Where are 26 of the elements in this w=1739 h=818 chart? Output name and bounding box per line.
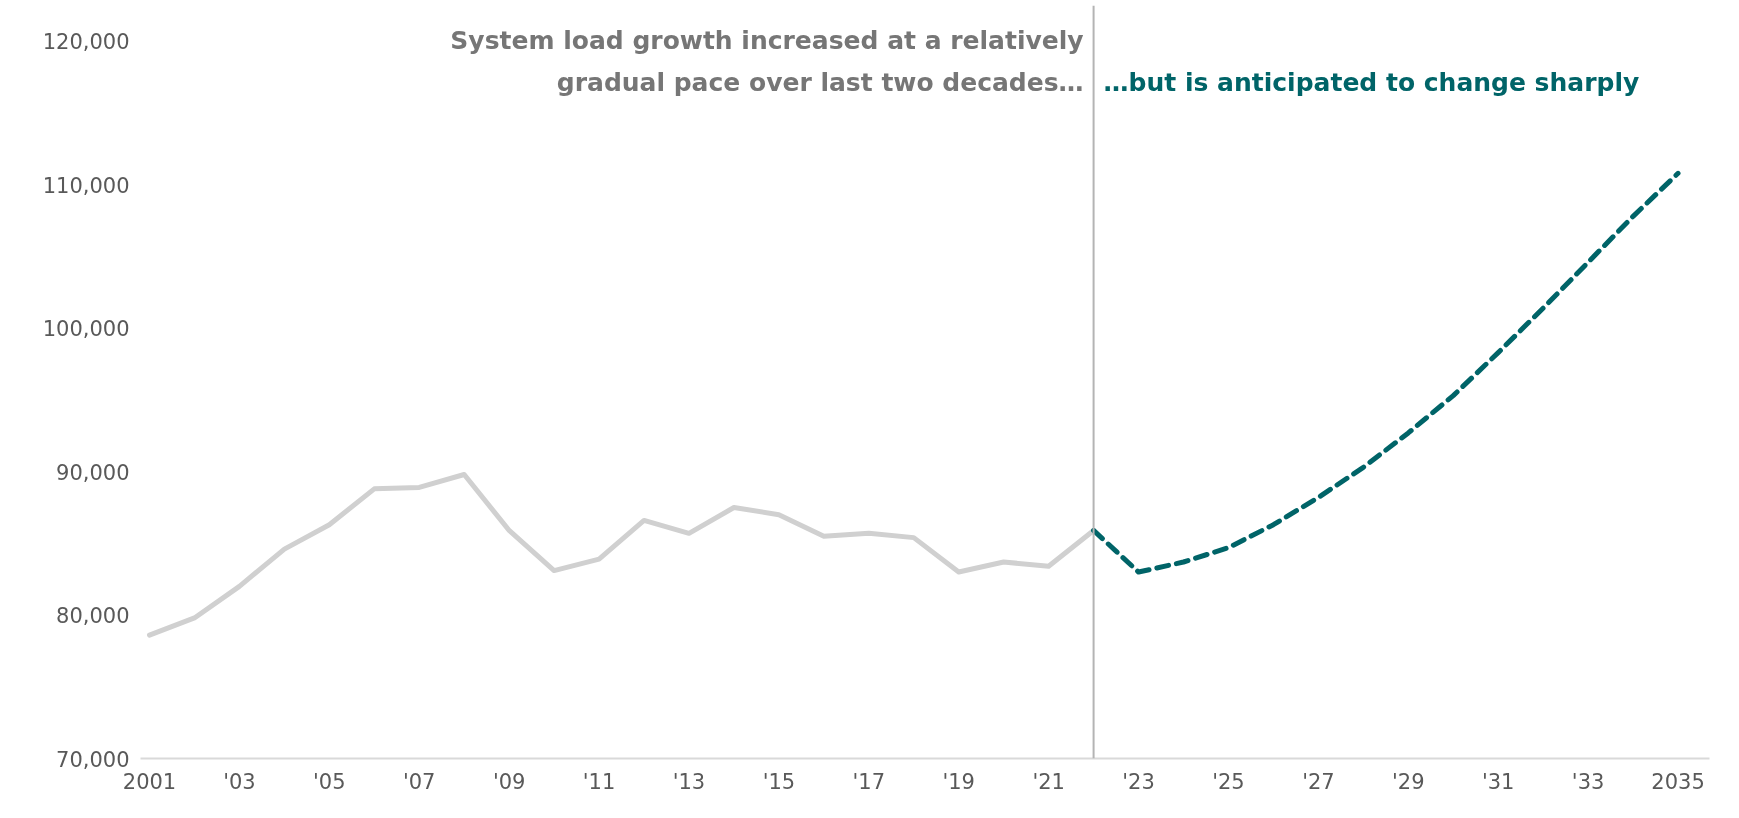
x-tick-label: 2035 (1651, 769, 1705, 794)
y-tick-label: 110,000 (42, 173, 130, 198)
y-tick-label: 100,000 (42, 317, 130, 342)
x-tick-label: '05 (313, 769, 346, 794)
x-tick-label: '03 (223, 769, 256, 794)
x-tick-label: '25 (1212, 769, 1245, 794)
x-tick-label: '27 (1302, 769, 1335, 794)
x-tick-label: '23 (1122, 769, 1155, 794)
x-tick-label: 2001 (122, 769, 177, 794)
y-tick-label: 90,000 (56, 460, 130, 485)
x-tick-label: '33 (1571, 769, 1605, 794)
annotation: …but is anticipated to change sharply (1103, 68, 1640, 97)
x-tick-label: '29 (1392, 769, 1425, 794)
x-tick-label: '19 (942, 769, 975, 794)
y-tick-label: 80,000 (56, 604, 130, 629)
x-tick-label: '07 (402, 769, 436, 794)
y-tick-label: 70,000 (56, 747, 130, 772)
x-tick-label: '21 (1032, 769, 1065, 794)
annotation: System load growth increased at a relatively gradual pace over last two decades… (450, 26, 1084, 97)
x-tick-label: '31 (1481, 769, 1515, 794)
x-tick-label: '13 (672, 769, 706, 794)
y-tick-label: 120,000 (42, 30, 130, 55)
x-tick-label: '11 (582, 769, 616, 794)
x-tick-label: '17 (852, 769, 886, 794)
x-tick-label: '09 (492, 769, 526, 794)
x-tick-label: '15 (762, 769, 796, 794)
